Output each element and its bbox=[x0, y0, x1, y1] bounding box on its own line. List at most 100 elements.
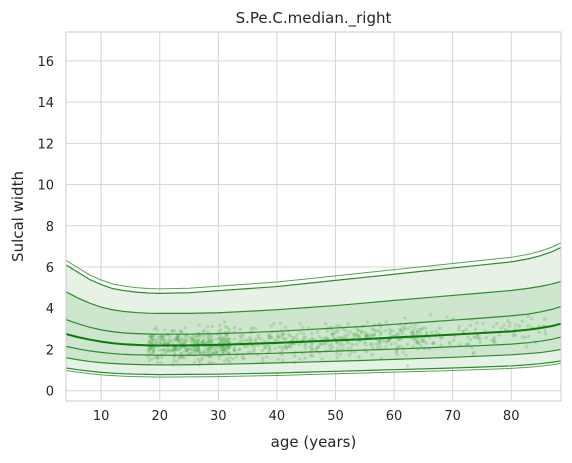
scatter-point bbox=[218, 335, 222, 340]
scatter-point bbox=[399, 328, 403, 332]
scatter-point bbox=[177, 334, 181, 339]
quantile-line-lower bbox=[65, 348, 562, 366]
scatter-point bbox=[406, 363, 410, 368]
scatter-point bbox=[335, 347, 340, 351]
scatter-point bbox=[476, 334, 480, 338]
scatter-point bbox=[336, 329, 340, 333]
scatter-point bbox=[177, 356, 181, 360]
scatter-point bbox=[237, 347, 242, 352]
scatter-point bbox=[355, 332, 360, 337]
y-tick-label: 8 bbox=[46, 220, 54, 235]
scatter-point bbox=[166, 338, 170, 342]
scatter-point bbox=[369, 342, 373, 347]
scatter-point bbox=[324, 321, 328, 326]
scatter-point bbox=[161, 337, 166, 341]
scatter-point bbox=[193, 340, 198, 344]
scatter-point bbox=[429, 330, 434, 334]
scatter-point bbox=[196, 347, 201, 352]
scatter-point bbox=[149, 341, 154, 345]
scatter-point bbox=[506, 319, 510, 323]
scatter-point bbox=[220, 347, 225, 351]
x-tick-label: 10 bbox=[93, 409, 110, 424]
scatter-point bbox=[162, 339, 167, 344]
scatter-point bbox=[187, 335, 192, 339]
quantile-lines bbox=[65, 242, 562, 378]
scatter-point bbox=[378, 345, 383, 349]
scatter-point bbox=[357, 355, 361, 359]
x-tick-label: 50 bbox=[327, 409, 344, 424]
scatter-point bbox=[180, 355, 184, 359]
scatter-point bbox=[310, 354, 315, 358]
scatter-point bbox=[207, 348, 211, 353]
scatter-point bbox=[156, 338, 160, 342]
scatter-point bbox=[157, 348, 162, 353]
x-tick-label: 80 bbox=[503, 409, 520, 424]
scatter-point bbox=[323, 336, 327, 341]
scatter-point bbox=[178, 355, 182, 359]
scatter-point bbox=[404, 353, 408, 358]
scatter-point bbox=[211, 351, 215, 355]
scatter-point bbox=[223, 338, 227, 342]
scatter-point bbox=[332, 331, 337, 335]
scatter-point bbox=[223, 348, 227, 352]
scatter-point bbox=[159, 355, 164, 360]
scatter-point bbox=[223, 345, 227, 349]
scatter-point bbox=[275, 334, 280, 339]
scatter-point bbox=[275, 338, 279, 343]
scatter-point bbox=[219, 339, 224, 343]
scatter-point bbox=[182, 349, 187, 353]
scatter-point bbox=[189, 336, 194, 341]
scatter-point bbox=[173, 346, 177, 350]
scatter-point bbox=[148, 335, 153, 339]
scatter-point bbox=[219, 348, 223, 353]
scatter-point bbox=[415, 330, 420, 334]
scatter-point bbox=[417, 327, 421, 331]
scatter-point bbox=[393, 341, 397, 345]
scatter-point bbox=[221, 349, 225, 353]
scatter-point bbox=[286, 344, 291, 348]
scatter-point bbox=[201, 339, 205, 343]
scatter-point bbox=[246, 350, 251, 354]
scatter-point bbox=[423, 326, 428, 330]
scatter-point bbox=[152, 347, 157, 351]
scatter-point bbox=[234, 354, 239, 358]
scatter-point bbox=[284, 336, 288, 341]
scatter-point bbox=[478, 337, 482, 341]
scatter-point bbox=[379, 330, 383, 335]
scatter-point bbox=[151, 347, 155, 352]
scatter-point bbox=[177, 340, 181, 345]
scatter-point bbox=[275, 331, 280, 335]
scatter-point bbox=[223, 325, 228, 329]
scatter-point bbox=[195, 341, 199, 345]
scatter-point bbox=[467, 342, 471, 346]
scatter-point bbox=[194, 338, 198, 343]
scatter-point bbox=[253, 337, 258, 342]
scatter-point bbox=[240, 335, 244, 340]
scatter-point bbox=[295, 337, 300, 342]
scatter-point bbox=[338, 352, 343, 357]
scatter-point bbox=[179, 355, 183, 359]
scatter-point bbox=[224, 338, 229, 342]
scatter-point bbox=[384, 320, 389, 324]
x-tick-labels: 10 20 30 40 50 60 70 80 bbox=[93, 409, 520, 424]
scatter-point bbox=[166, 341, 170, 346]
scatter-point bbox=[221, 345, 225, 349]
scatter-point bbox=[386, 338, 390, 342]
scatter-point bbox=[387, 338, 391, 343]
scatter-point bbox=[192, 360, 197, 365]
scatter-point bbox=[209, 339, 213, 344]
scatter-point bbox=[388, 331, 392, 336]
scatter-point bbox=[183, 325, 187, 330]
scatter-point bbox=[432, 341, 436, 345]
scatter-point bbox=[211, 338, 215, 342]
scatter-point bbox=[198, 350, 202, 355]
scatter-point bbox=[160, 334, 164, 338]
scatter-point bbox=[363, 340, 367, 345]
scatter-point bbox=[208, 360, 213, 365]
scatter-point bbox=[416, 340, 420, 345]
scatter-point bbox=[341, 347, 345, 351]
scatter-point bbox=[207, 334, 211, 339]
quantile-line-q25 bbox=[65, 336, 562, 356]
scatter-point bbox=[278, 321, 283, 326]
scatter-point bbox=[530, 316, 534, 321]
